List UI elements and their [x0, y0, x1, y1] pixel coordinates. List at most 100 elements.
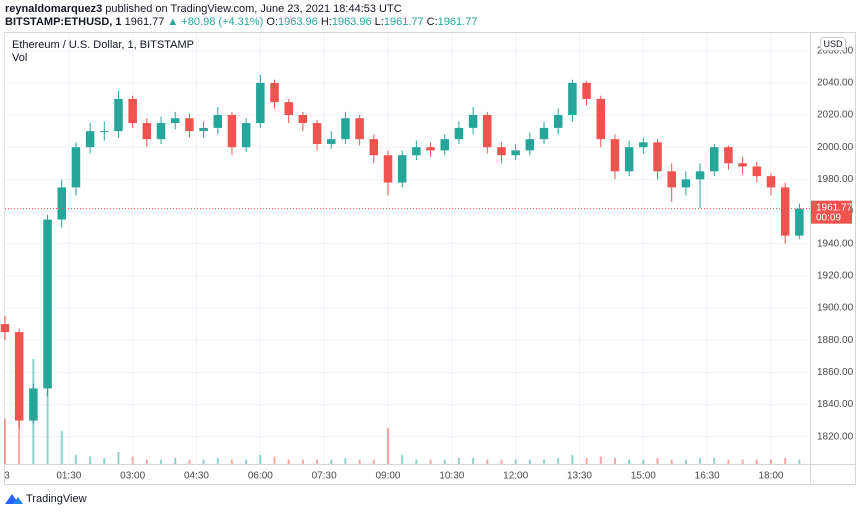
volume-bar: [330, 459, 333, 464]
candle-body: [100, 131, 109, 133]
candle-body: [653, 142, 662, 172]
footer: TradingView: [5, 493, 87, 505]
volume-bar: [585, 458, 588, 464]
volume-bar: [514, 459, 517, 464]
volume-bar: [316, 459, 319, 464]
y-tick-label: 1840.00: [817, 399, 854, 410]
candle-body: [57, 187, 66, 220]
candle-body: [639, 142, 648, 148]
volume-bar: [145, 459, 148, 464]
candle-body: [610, 139, 620, 172]
volume-bar: [613, 458, 616, 464]
volume-bar: [656, 458, 659, 464]
volume-bar: [259, 455, 262, 464]
candle-body: [426, 147, 435, 151]
candle-body: [681, 179, 691, 188]
candle-body: [539, 127, 549, 140]
candle-body: [667, 171, 676, 188]
y-tick-label: 2040.00: [817, 77, 854, 88]
volume-bar: [117, 452, 120, 464]
candle-body: [738, 163, 747, 167]
axes: 1820.00 1840.00 1860.00 1880.00 1900.00 1920.…: [4, 45, 853, 481]
x-tick-label: 07:30: [312, 471, 337, 482]
countdown: 00:09: [816, 212, 841, 223]
volume-bar: [74, 455, 77, 464]
last-price-label: 1961.77: [816, 202, 853, 213]
volume-bar: [500, 459, 503, 464]
candle-body: [341, 118, 350, 140]
volume-bar: [642, 459, 645, 464]
ohlc-label: H:: [321, 16, 332, 28]
x-tick-label: 04:30: [184, 471, 209, 482]
ohlc-value: 1963.96: [278, 16, 318, 28]
candle-body: [227, 115, 237, 148]
candle-body: [14, 332, 24, 421]
volume-bar: [457, 458, 460, 464]
candle-body: [114, 98, 123, 132]
volume-bar: [301, 459, 304, 464]
volume-bar: [713, 458, 716, 464]
y-tick-label: 2020.00: [817, 110, 854, 121]
candle-body: [497, 147, 506, 156]
volume-bar: [46, 389, 49, 464]
candle-body: [71, 147, 81, 188]
y-tick-label: 1860.00: [817, 367, 854, 378]
x-tick-label: 3: [4, 471, 10, 482]
volume-bar: [188, 459, 191, 464]
candle-body: [369, 139, 379, 156]
volume-bar: [755, 459, 758, 464]
author: reynaldomarquez3: [5, 3, 102, 15]
x-tick-label: 16:30: [695, 471, 720, 482]
candles: [0, 74, 804, 429]
volume-bar: [245, 459, 248, 464]
candle-body: [454, 127, 464, 140]
y-tick-label: 1900.00: [817, 303, 854, 314]
candle-body: [468, 115, 478, 128]
y-tick-label: 1940.00: [817, 238, 854, 249]
currency-box[interactable]: [820, 37, 846, 51]
volume-bar: [216, 458, 219, 464]
volume-bar: [344, 458, 347, 464]
candle-body: [298, 115, 308, 124]
candle-body: [397, 155, 407, 183]
last-price-box: [811, 200, 852, 224]
volume-bar: [202, 459, 205, 464]
volume-bar: [628, 459, 631, 464]
volume-bar: [174, 458, 177, 464]
header-line: reynaldomarquez3 published on TradingVie…: [5, 3, 402, 15]
ohlc-label: O:: [266, 16, 278, 28]
volume-bar: [727, 459, 730, 464]
candle-body: [256, 82, 265, 124]
candle-body: [142, 123, 152, 140]
volume-bar: [784, 458, 787, 464]
volume-bar: [571, 455, 574, 464]
candle-body: [241, 123, 251, 148]
volume-bar: [599, 456, 602, 464]
candle-body: [312, 123, 322, 144]
volume-bar: [429, 459, 432, 464]
ohlc-value: 1963.96: [332, 16, 372, 28]
candle-body: [553, 115, 563, 128]
volume-bar: [699, 458, 702, 464]
candle-body: [724, 147, 733, 164]
brand: TradingView: [26, 493, 87, 505]
x-tick-label: 06:00: [248, 471, 273, 482]
candle-body: [568, 82, 577, 116]
ohlc-value: 1961.77: [384, 16, 424, 28]
volume-bar: [60, 431, 63, 464]
x-tick-label: 10:30: [439, 471, 464, 482]
candle-body: [440, 139, 449, 151]
candle-body: [383, 155, 393, 183]
volume-bars: [4, 359, 801, 464]
published: published on TradingView.com, June 23, 2…: [105, 3, 401, 15]
candle-body: [355, 118, 364, 140]
candle-body: [412, 147, 421, 156]
candle-body: [780, 187, 790, 236]
y-tick-label: 1980.00: [817, 174, 854, 185]
grid: [4, 33, 810, 464]
candle-body: [29, 388, 38, 421]
candle-body: [327, 139, 336, 144]
candle-body: [85, 131, 95, 148]
volume-bar: [287, 459, 290, 464]
